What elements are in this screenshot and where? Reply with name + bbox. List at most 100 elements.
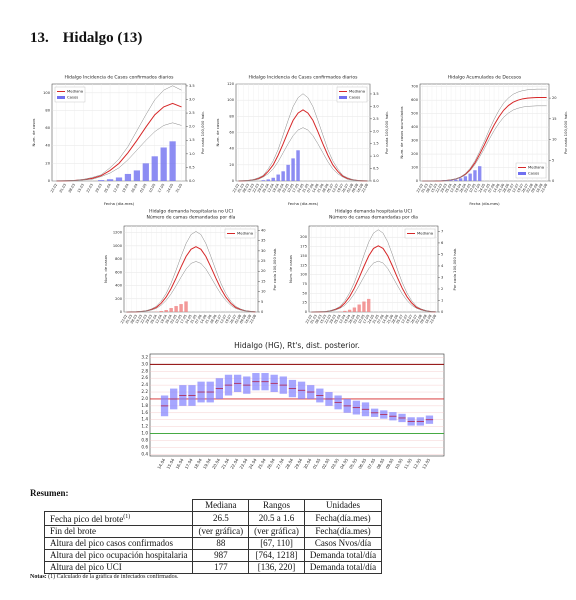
x-tick-label: 31.05 (483, 183, 491, 193)
notes: Notas: (1) Calculado de la gráfica de in… (30, 574, 178, 580)
x-tick-label: 12.04 (449, 183, 457, 193)
bar (124, 173, 132, 181)
x-tick-label: 26.07 (341, 183, 349, 193)
x-tick-label: 01.03 (237, 183, 245, 193)
x-tick-label: 08.03 (242, 183, 250, 193)
x-tick-label: 24.05 (478, 183, 486, 193)
x-tick-label: 24.05 (184, 314, 192, 324)
bar (473, 170, 477, 181)
notes-label: Notas: (30, 574, 47, 580)
table-cell: (ver gráfica) (192, 525, 250, 538)
bar (164, 310, 168, 312)
x-tick-label: 19.07 (516, 183, 524, 193)
y-tick-label: 0.4 (141, 451, 148, 456)
bar (281, 171, 285, 181)
x-tick-label: 10.05 (148, 183, 156, 193)
x-tick-label: 03.05 (139, 183, 147, 193)
y-tick-label: 200 (115, 297, 123, 301)
x-tick-label: 22.03 (252, 183, 260, 193)
x-tick-label: 29.04 (293, 457, 303, 470)
cell-text: 987 (214, 550, 228, 560)
x-tick-label: 05.04 (333, 314, 341, 324)
cell-text: 26.5 (212, 513, 229, 523)
x-tick-label: 15.04 (165, 457, 175, 470)
y-tick-label: 800 (115, 257, 123, 261)
bar (478, 166, 482, 181)
x-tick-label: 10.05 (468, 183, 476, 193)
y2-axis-label: Por cada 100,000 hab. (452, 248, 457, 291)
y-tick-label: 0.8 (141, 437, 148, 442)
legend-label: Mediana (528, 165, 544, 170)
band-line (126, 261, 256, 313)
x-tick-label: 23.08 (540, 183, 548, 193)
cell-text: Altura del pico casos confirmados (50, 538, 173, 548)
y-axis-label: Num. de casos acumulados (399, 106, 404, 158)
y2-axis-label: Por cada 100,000 hab. (272, 248, 277, 291)
bar (291, 158, 295, 181)
legend-label: Casos (349, 95, 360, 100)
bar (184, 301, 188, 312)
x-tick-label: 08.05 (375, 457, 385, 470)
x-tick-label: 17.04 (184, 457, 194, 470)
x-tick-label: 12.04 (112, 183, 120, 193)
plot-area (149, 353, 445, 457)
y2-tick-label: 20 (261, 269, 266, 273)
table-cell: Altura del pico ocupación hospitalaria (43, 549, 194, 562)
x-tick-label: 03.05 (330, 457, 340, 470)
y-tick-label: 0 (48, 179, 51, 183)
x-tick-label: 17.05 (291, 183, 299, 193)
y2-tick-label: 2.5 (189, 111, 195, 115)
y2-tick-label: 3.5 (189, 84, 195, 88)
bar (174, 306, 178, 312)
bar (449, 180, 453, 181)
y-tick-label: 1200 (113, 231, 123, 235)
x-tick-label: 22.03 (324, 314, 332, 324)
x-tick-label: 14.06 (199, 314, 207, 324)
header-cell: Rangos (248, 499, 305, 512)
cell-text: Fin del brote (50, 526, 96, 536)
y2-tick-label: 3.5 (373, 92, 379, 96)
x-tick-label: 22.03 (86, 183, 94, 193)
y2-tick-label: 35 (261, 239, 266, 243)
y-tick-label: 1.6 (141, 410, 148, 415)
x-tick-label: 17.05 (157, 183, 165, 193)
legend-swatch (57, 96, 65, 99)
y2-tick-label: 5 (261, 300, 263, 304)
x-tick-label: 22.04 (229, 457, 239, 470)
x-tick-label: 17.05 (362, 314, 370, 324)
x-tick-label: 19.04 (121, 183, 129, 193)
bar (98, 180, 105, 181)
x-tick-label: 17.05 (473, 183, 481, 193)
x-tick-label: 03.05 (170, 314, 178, 324)
median-line (311, 245, 436, 313)
section-number: 13. (30, 30, 49, 46)
bar (352, 307, 357, 312)
bar (296, 150, 300, 181)
y-tick-label: 50 (302, 291, 307, 295)
x-tick-label: 26.04 (165, 314, 173, 324)
legend-label: Casos (67, 95, 78, 100)
cell-text: Fecha(día.mes) (315, 526, 371, 536)
y2-tick-label: 0 (441, 310, 444, 314)
bar (463, 176, 468, 181)
band-line (56, 122, 182, 182)
x-tick-label: 15.03 (319, 314, 327, 324)
x-tick-label: 16.08 (535, 183, 543, 193)
x-tick-label: 19.04 (343, 314, 351, 324)
summary-title: Resumen: (30, 488, 69, 498)
y2-tick-label: 2 (441, 287, 443, 291)
chart-title: Hidalgo (HG), Rt's, dist. posterior. (234, 341, 360, 350)
x-tick-label: 19.07 (405, 314, 413, 324)
x-tick-label: 17.05 (179, 314, 187, 324)
cell-text: Demanda total/día (309, 562, 377, 572)
y-tick-label: 0 (305, 310, 308, 314)
y2-tick-label: 5 (552, 158, 554, 162)
legend-box (404, 228, 436, 239)
y-tick-label: 100 (227, 98, 235, 102)
x-tick-label: 26.04 (348, 314, 356, 324)
x-tick-label: 14.06 (492, 183, 500, 193)
header-cell: Mediana (192, 499, 250, 512)
x-tick-label: 15.03 (77, 183, 85, 193)
x-tick-label: 26.04 (266, 457, 276, 470)
